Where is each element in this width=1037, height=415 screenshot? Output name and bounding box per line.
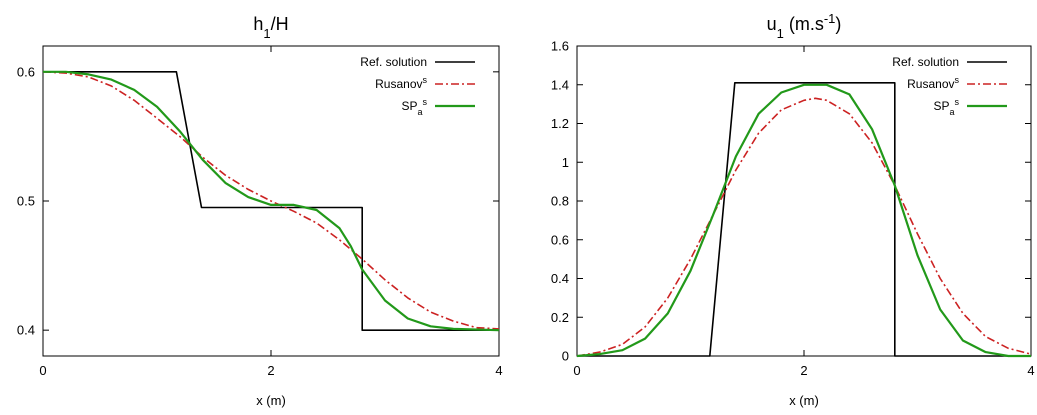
chart-panel-1: h1/H 0 2 4 0.4 0.5 0.6 x (m) Ref. solution Rusano… xyxy=(17,14,503,408)
chart-title-end: ) xyxy=(835,14,841,34)
legend-label-main: SP xyxy=(933,99,949,113)
y-tick-label: 0.6 xyxy=(551,232,569,247)
chart-title-rest: /H xyxy=(271,14,289,34)
legend-label: Rusanovs xyxy=(375,75,427,91)
legend-label: SPas xyxy=(933,97,959,117)
legend-label-main: SP xyxy=(401,99,417,113)
chart-title: u1 (m.s-1) xyxy=(767,11,842,41)
x-axis-label: x (m) xyxy=(789,393,819,408)
series-line-sp xyxy=(43,70,500,332)
y-tick-label: 0.4 xyxy=(17,323,35,338)
y-tick-label: 0.4 xyxy=(551,271,569,286)
x-tick-label: 4 xyxy=(495,363,502,378)
legend-label-superscript: s xyxy=(955,75,960,85)
legend-label-main: Ref. solution xyxy=(892,55,959,69)
chart-title-main: u xyxy=(767,14,777,34)
y-tick-label: 1.6 xyxy=(551,39,569,54)
y-tick-label: 1.2 xyxy=(551,116,569,131)
x-tick-label: 2 xyxy=(800,363,807,378)
chart-title-rest: (m.s xyxy=(784,14,824,34)
y-tick-label: 0.8 xyxy=(551,194,569,209)
legend-label: SPas xyxy=(401,97,427,117)
chart-title-superscript: -1 xyxy=(824,11,836,26)
legend-label-subscript: a xyxy=(949,107,954,117)
y-tick-label: 1.4 xyxy=(551,77,569,92)
x-tick-label: 0 xyxy=(39,363,46,378)
y-tick-label: 1 xyxy=(562,155,569,170)
x-tick-label: 2 xyxy=(267,363,274,378)
legend-label-main: Rusanov xyxy=(907,77,954,91)
legend-label: Ref. solution xyxy=(892,55,959,69)
legend-label-subscript: a xyxy=(417,107,422,117)
x-tick-label: 4 xyxy=(1027,363,1034,378)
y-tick-label: 0.6 xyxy=(17,64,35,79)
y-tick-label: 0 xyxy=(562,349,569,364)
x-axis-label: x (m) xyxy=(256,393,286,408)
legend-label: Ref. solution xyxy=(360,55,427,69)
series-line-sp xyxy=(576,83,1031,358)
chart-panel-2: u1 (m.s-1)0 2 400.20.40.60.811.21.41.6x (m… xyxy=(551,11,1035,409)
legend-label-superscript: s xyxy=(955,97,960,107)
chart-title: h1/H xyxy=(253,14,288,41)
legend-label-superscript: s xyxy=(423,97,428,107)
y-tick-label: 0.5 xyxy=(17,194,35,209)
plot-frame xyxy=(576,45,1032,357)
chart-title-subscript: 1 xyxy=(777,26,784,41)
series-line-rusanov xyxy=(576,97,1032,357)
x-tick-label: 0 xyxy=(573,363,580,378)
legend-label-superscript: s xyxy=(423,75,428,85)
series-line-ref-solution xyxy=(577,82,1031,357)
chart-title-main: h xyxy=(253,14,263,34)
series-line-rusanov xyxy=(42,71,500,330)
y-tick-label: 0.2 xyxy=(551,310,569,325)
series-line-ref-solution xyxy=(43,71,499,332)
legend-label: Rusanovs xyxy=(907,75,959,91)
chart-title-subscript: 1 xyxy=(263,26,270,41)
legend-label-main: Ref. solution xyxy=(360,55,427,69)
legend-label-main: Rusanov xyxy=(375,77,422,91)
